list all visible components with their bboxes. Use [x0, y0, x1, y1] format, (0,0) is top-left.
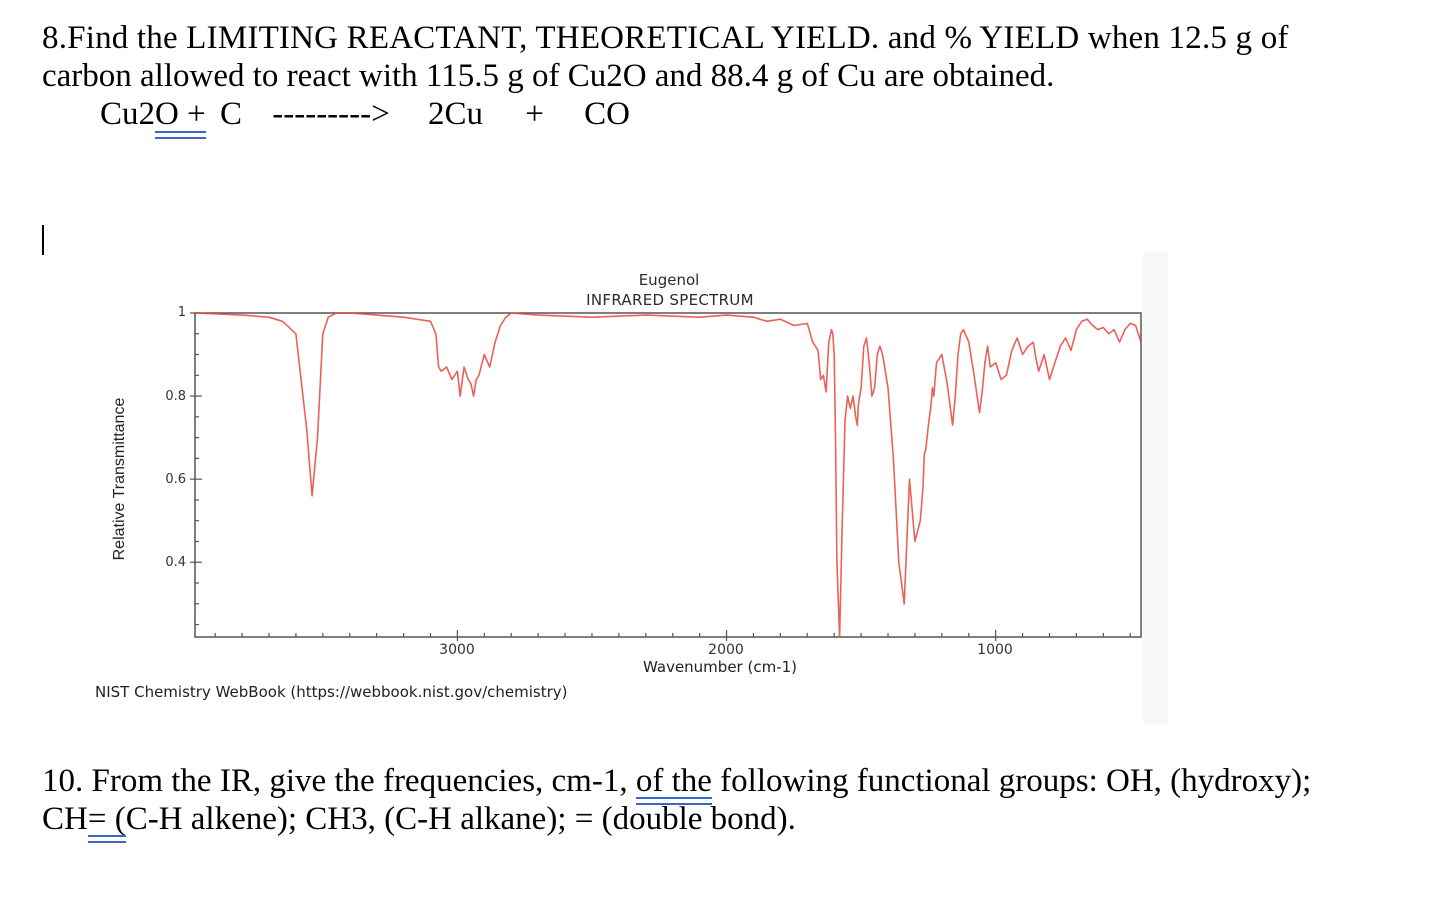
question-8-line-2: carbon allowed to react with 115.5 g of …	[42, 58, 1055, 94]
x-tick-2000: 2000	[708, 642, 744, 658]
chemical-equation: Cu2O + C ---------> 2Cu + CO	[100, 96, 630, 139]
question-8-line-1: 8.Find the LIMITING REACTANT, THEORETICA…	[42, 20, 1289, 56]
x-axis-label: Wavenumber (cm-1)	[643, 658, 797, 676]
question-10-line-1: 10. From the IR, give the frequencies, c…	[42, 763, 1311, 800]
spellcheck-underlined-text[interactable]: O +	[155, 96, 206, 139]
text-cursor	[42, 225, 44, 255]
q10-text-b: following functional groups: OH, (hydrox…	[711, 763, 1312, 799]
spellcheck-underlined-text[interactable]: = (	[87, 801, 126, 837]
q10-text-c: CH	[42, 801, 88, 837]
product-co: CO	[584, 96, 630, 132]
source-credit: NIST Chemistry WebBook (https://webbook.…	[95, 683, 568, 701]
reaction-arrow: --------->	[272, 96, 390, 132]
figure-edge-shade	[1143, 252, 1168, 724]
x-tick-1000: 1000	[977, 642, 1013, 658]
q10-text-a: 10. From the IR, give the frequencies, c…	[42, 763, 636, 799]
plot-frame	[194, 312, 1142, 638]
y-tick-0.4: 0.4	[165, 555, 186, 570]
y-tick-1: 1	[177, 305, 186, 320]
ir-spectrum-figure	[84, 252, 1168, 724]
spellcheck-underlined-text[interactable]: of the	[635, 763, 712, 799]
reactant-cu2o: Cu2	[100, 96, 156, 132]
y-tick-0.8: 0.8	[165, 389, 186, 404]
spectrum-trace	[194, 312, 1142, 638]
y-tick-0.6: 0.6	[165, 472, 186, 487]
product-copper: 2Cu	[428, 96, 484, 132]
plus-sign: +	[525, 96, 544, 132]
chart-subtitle: INFRARED SPECTRUM	[586, 291, 754, 309]
chart-title: Eugenol	[638, 271, 700, 289]
q10-text-d: C-H alkene); CH3, (C-H alkane); = (doubl…	[125, 801, 796, 837]
x-tick-3000: 3000	[439, 642, 475, 658]
question-10-line-2: CH= (C-H alkene); CH3, (C-H alkane); = (…	[42, 801, 796, 838]
reactant-carbon: C	[219, 96, 242, 132]
